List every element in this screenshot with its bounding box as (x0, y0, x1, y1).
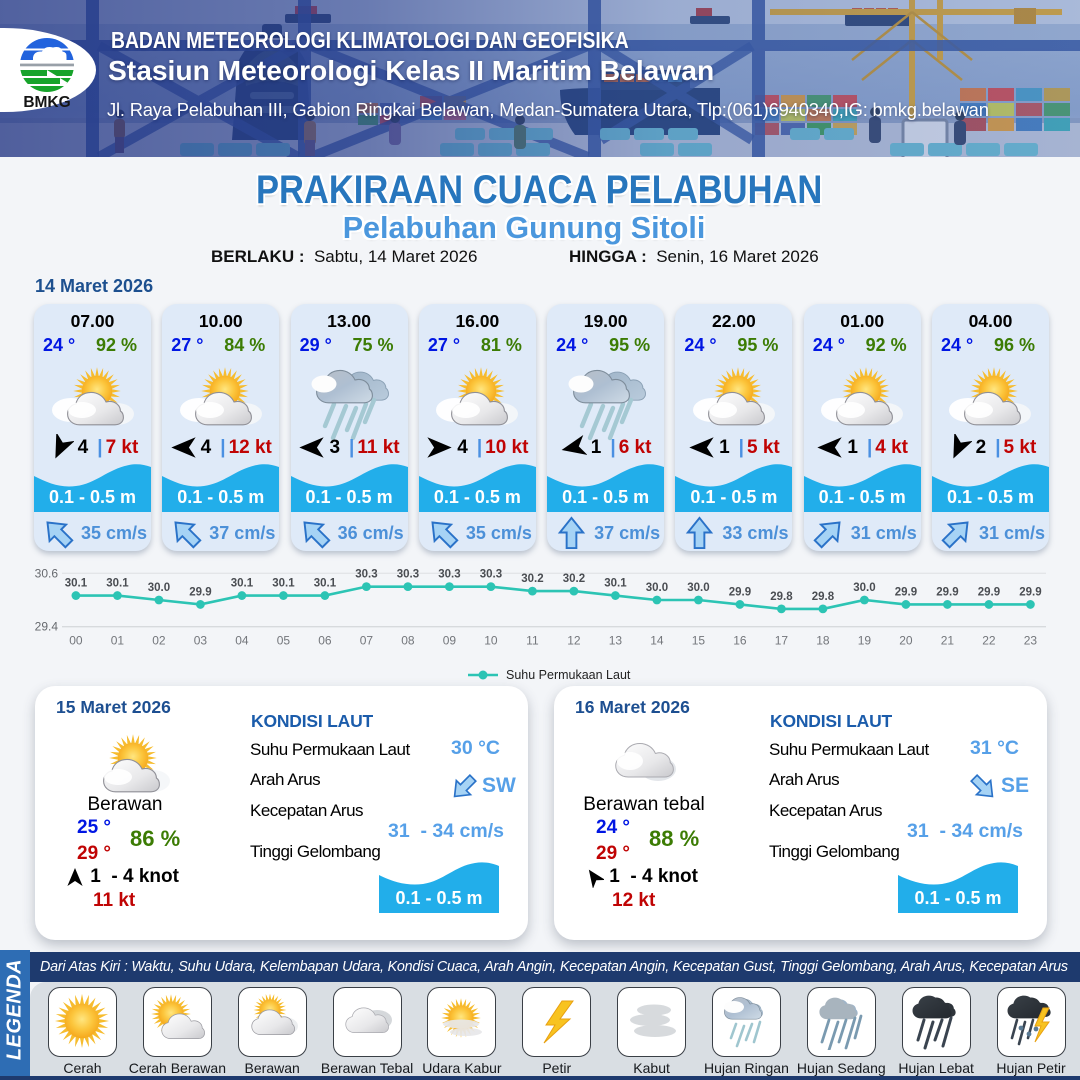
svg-text:20: 20 (899, 634, 913, 648)
svg-text:14: 14 (650, 634, 664, 648)
svg-text:29.9: 29.9 (729, 586, 751, 598)
svg-text:30.1: 30.1 (65, 578, 88, 590)
svg-text:15: 15 (692, 634, 706, 648)
svg-text:21: 21 (941, 634, 955, 648)
svg-text:22: 22 (982, 634, 996, 648)
svg-text:29.9: 29.9 (978, 586, 1000, 598)
svg-text:30.3: 30.3 (355, 569, 377, 581)
svg-text:30.1: 30.1 (604, 578, 627, 590)
svg-text:05: 05 (277, 634, 291, 648)
svg-text:04: 04 (235, 634, 249, 648)
svg-text:01: 01 (111, 634, 125, 648)
svg-text:06: 06 (318, 634, 332, 648)
svg-text:17: 17 (775, 634, 789, 648)
svg-text:29.8: 29.8 (812, 591, 835, 603)
svg-text:30.1: 30.1 (272, 578, 295, 590)
svg-text:29.4: 29.4 (35, 620, 59, 634)
svg-text:30.0: 30.0 (148, 582, 170, 594)
svg-text:07: 07 (360, 634, 374, 648)
svg-text:29.9: 29.9 (1019, 586, 1041, 598)
svg-text:30.3: 30.3 (480, 569, 502, 581)
svg-text:30.3: 30.3 (438, 569, 460, 581)
svg-text:29.8: 29.8 (770, 591, 793, 603)
svg-text:18: 18 (816, 634, 830, 648)
svg-text:30.2: 30.2 (563, 573, 585, 585)
svg-text:30.2: 30.2 (521, 573, 543, 585)
svg-text:12: 12 (567, 634, 581, 648)
svg-text:09: 09 (443, 634, 457, 648)
svg-text:30.1: 30.1 (231, 578, 254, 590)
svg-text:30.3: 30.3 (397, 569, 419, 581)
svg-text:30.0: 30.0 (853, 582, 875, 594)
svg-text:13: 13 (609, 634, 623, 648)
svg-text:00: 00 (69, 634, 83, 648)
svg-text:30.6: 30.6 (35, 566, 59, 580)
svg-text:30.0: 30.0 (646, 582, 668, 594)
svg-text:30.0: 30.0 (687, 582, 709, 594)
svg-text:29.9: 29.9 (936, 586, 958, 598)
svg-text:11: 11 (526, 634, 539, 648)
svg-text:29.9: 29.9 (189, 586, 211, 598)
svg-text:30.1: 30.1 (314, 578, 337, 590)
svg-text:29.9: 29.9 (895, 586, 917, 598)
svg-text:02: 02 (152, 634, 166, 648)
svg-text:10: 10 (484, 634, 498, 648)
svg-text:03: 03 (194, 634, 208, 648)
svg-text:19: 19 (858, 634, 872, 648)
svg-text:23: 23 (1024, 634, 1038, 648)
svg-text:BMKG: BMKG (23, 94, 70, 111)
svg-text:08: 08 (401, 634, 415, 648)
svg-text:16: 16 (733, 634, 747, 648)
svg-text:Suhu Permukaan Laut: Suhu Permukaan Laut (506, 668, 631, 682)
svg-text:30.1: 30.1 (106, 578, 129, 590)
